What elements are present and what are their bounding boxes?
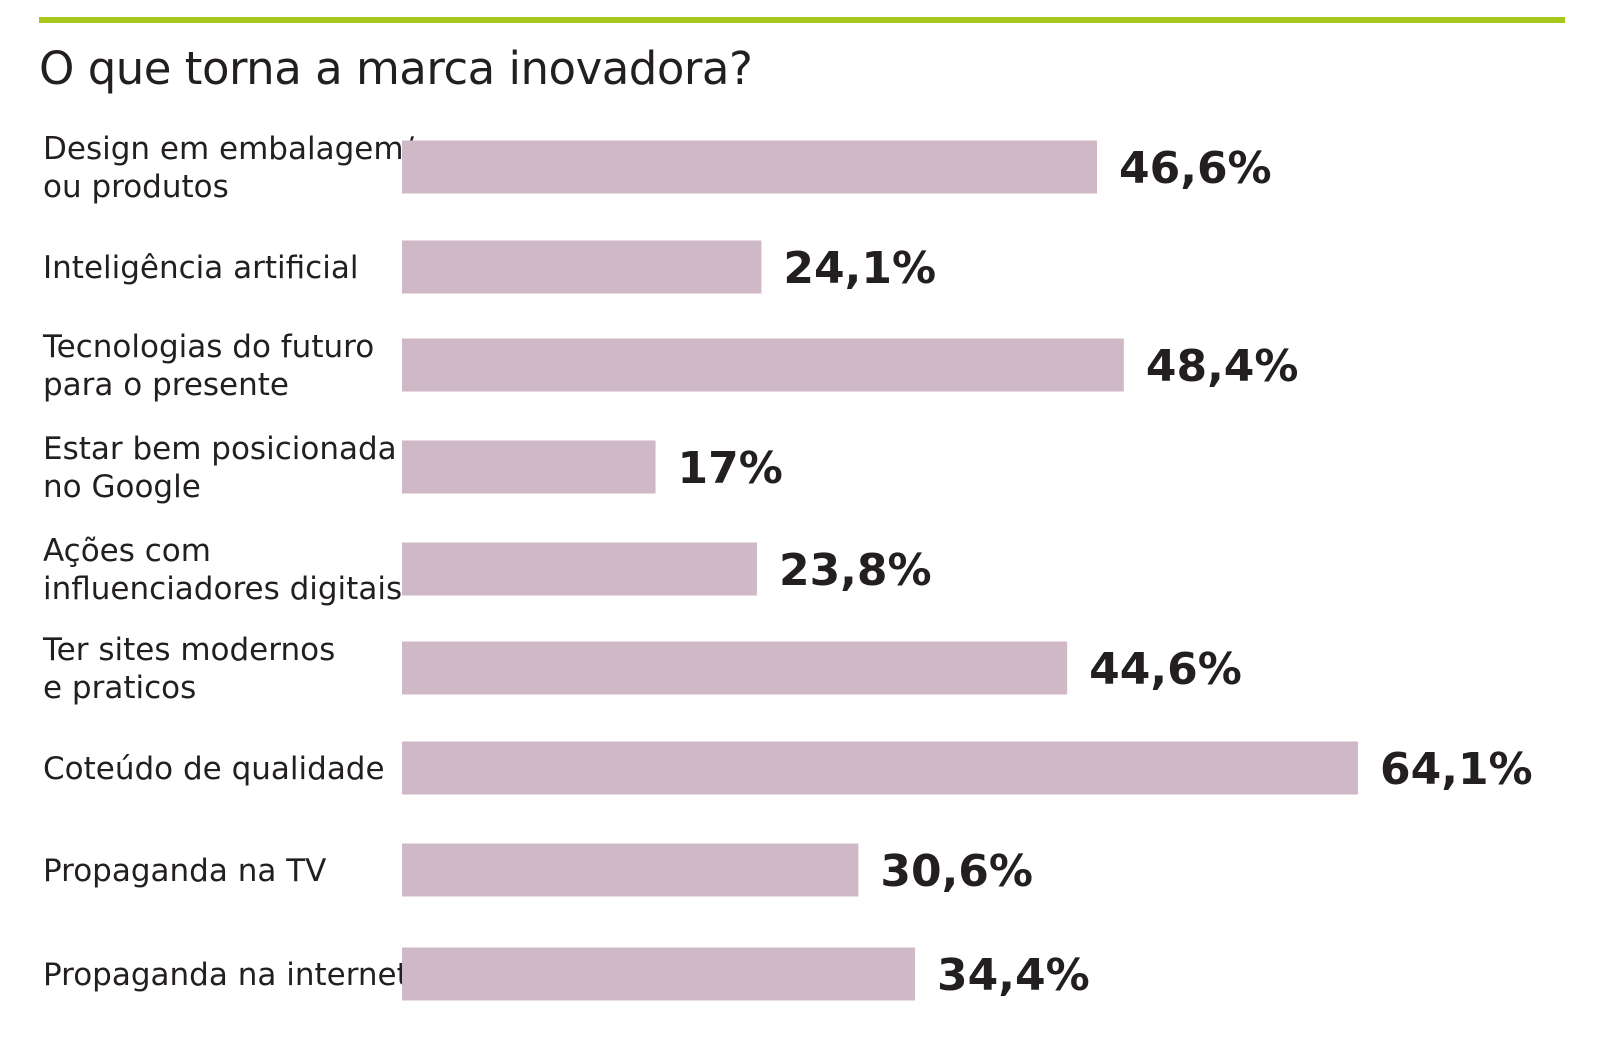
bar — [402, 542, 757, 596]
bar — [402, 440, 656, 494]
category-label: Inteligência artificial — [43, 250, 358, 286]
value-label: 17% — [678, 443, 783, 494]
value-label: 46,6% — [1119, 143, 1272, 194]
value-label: 48,4% — [1146, 341, 1299, 392]
value-label: 44,6% — [1089, 644, 1242, 695]
bar — [402, 338, 1124, 392]
bar — [402, 843, 859, 897]
bar — [402, 741, 1358, 795]
top-accent-rule — [39, 17, 1565, 23]
bar — [402, 641, 1068, 695]
category-label: Design em embalagem/ou produtos — [43, 131, 415, 205]
bar — [402, 947, 916, 1001]
bar — [402, 140, 1098, 194]
value-label: 30,6% — [880, 846, 1033, 897]
category-label: Tecnologias do futuro para o presente — [42, 329, 374, 403]
category-label: Propaganda na internet — [43, 957, 409, 993]
bar — [402, 240, 762, 294]
chart-title: O que torna a marca inovadora? — [39, 42, 753, 95]
value-label: 24,1% — [783, 243, 936, 294]
category-label: Ter sites modernos e praticos — [42, 632, 335, 706]
category-label: Estar bem posicionada no Google — [43, 431, 397, 505]
category-label: Propaganda na TV — [43, 853, 326, 889]
value-label: 23,8% — [779, 545, 932, 596]
category-label: Ações com influenciadores digitais — [43, 533, 402, 607]
value-label: 34,4% — [937, 950, 1090, 1001]
category-label: Coteúdo de qualidade — [43, 751, 385, 787]
value-label: 64,1% — [1380, 744, 1533, 795]
